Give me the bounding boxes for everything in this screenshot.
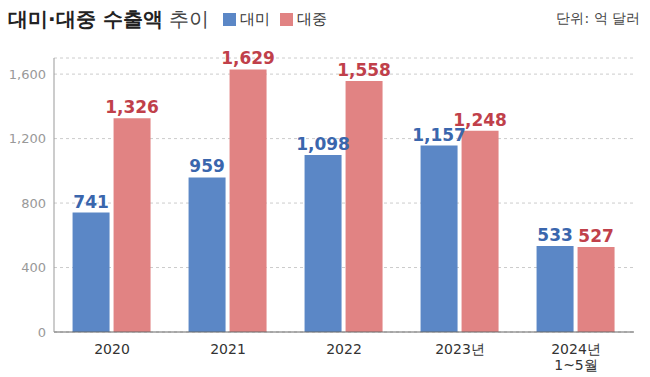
svg-text:959: 959 [189,156,225,176]
svg-text:533: 533 [537,225,573,245]
svg-text:1,600: 1,600 [9,67,46,82]
svg-text:0: 0 [38,325,46,340]
svg-text:2023년: 2023년 [435,341,485,357]
svg-text:2022: 2022 [326,341,362,357]
html-text:단위: 억 달러: 단위: 억 달러 [556,10,640,26]
svg-text:1,558: 1,558 [337,60,391,80]
html-text:대미: 대미 [239,10,270,28]
html-text:대중: 대중 [296,10,327,28]
svg-text:1,200: 1,200 [9,131,46,146]
svg-text:2020: 2020 [94,341,130,357]
svg-text:1,248: 1,248 [453,110,507,130]
svg-text:1,629: 1,629 [221,48,275,68]
svg-text:527: 527 [578,226,614,246]
svg-text:400: 400 [21,260,46,275]
svg-text:2024년1~5월: 2024년1~5월 [551,341,601,373]
svg-text:1,326: 1,326 [105,97,159,117]
html-text:대미·대중 수출액 추이: 대미·대중 수출액 추이 [8,7,209,31]
svg-text:741: 741 [73,192,109,212]
svg-text:2021: 2021 [210,341,246,357]
svg-text:1,157: 1,157 [412,124,466,145]
svg-text:800: 800 [21,196,46,211]
svg-text:1,098: 1,098 [296,134,350,154]
